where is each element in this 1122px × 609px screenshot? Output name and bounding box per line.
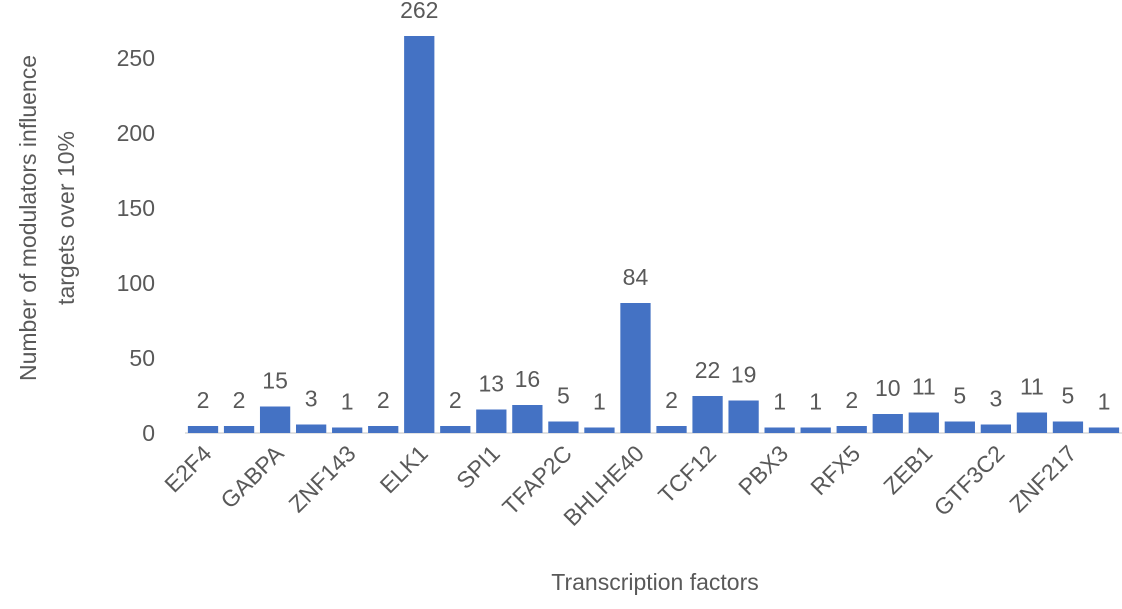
x-axis-title: Transcription factors <box>551 569 759 595</box>
x-tick-label: TCF12 <box>653 440 721 508</box>
y-axis-title: Number of modulators influence <box>15 55 41 381</box>
bar <box>548 421 579 433</box>
x-tick-label: RFX5 <box>805 440 865 500</box>
bar <box>980 424 1012 433</box>
value-label: 1 <box>809 389 822 415</box>
bar <box>944 421 975 433</box>
x-tick-label: PBX3 <box>733 440 793 500</box>
bar <box>1052 421 1084 433</box>
x-tick-label: ELK1 <box>375 440 433 498</box>
bar <box>800 427 831 433</box>
bar <box>404 36 435 433</box>
value-label: 2 <box>233 387 246 413</box>
bar <box>836 426 867 433</box>
value-label: 19 <box>731 362 757 388</box>
bar <box>295 424 327 433</box>
value-label: 16 <box>515 366 541 392</box>
value-label: 1 <box>341 389 354 415</box>
value-label: 2 <box>449 387 462 413</box>
y-tick-label: 200 <box>117 120 155 146</box>
x-tick-label: ZNF143 <box>284 440 361 517</box>
x-tick-label: SPI1 <box>451 440 505 494</box>
value-label: 11 <box>1020 374 1044 400</box>
value-label: 2 <box>845 387 858 413</box>
bar <box>620 303 651 433</box>
x-tick-label: GTF3C2 <box>929 440 1010 521</box>
value-label: 22 <box>695 357 721 383</box>
bar <box>656 426 687 433</box>
x-tick-label: E2F4 <box>159 440 216 497</box>
y-axis-title: targets over 10% <box>53 131 79 305</box>
bar <box>764 427 795 433</box>
bar <box>872 414 903 433</box>
x-tick-label: GABPA <box>215 440 289 514</box>
value-label: 5 <box>953 383 966 409</box>
y-tick-label: 100 <box>117 270 155 296</box>
value-label: 13 <box>479 371 505 397</box>
bar <box>908 412 939 433</box>
value-label: 5 <box>557 383 570 409</box>
bar <box>692 396 723 433</box>
bar <box>332 427 363 433</box>
bar <box>728 400 759 433</box>
value-label: 1 <box>773 389 786 415</box>
bar <box>584 427 615 433</box>
bar <box>223 426 255 433</box>
value-label: 5 <box>1062 383 1075 409</box>
value-label: 84 <box>623 264 649 290</box>
y-tick-label: 0 <box>142 420 155 446</box>
y-tick-label: 150 <box>117 195 155 221</box>
value-label: 1 <box>1098 389 1111 415</box>
x-tick-label: ZEB1 <box>878 440 937 499</box>
value-label: 2 <box>197 387 210 413</box>
value-label: 3 <box>305 386 318 412</box>
bar <box>187 426 219 433</box>
bar <box>440 426 471 433</box>
y-tick-label: 50 <box>129 345 155 371</box>
bar <box>512 405 543 433</box>
value-label: 2 <box>377 387 390 413</box>
bar <box>1088 427 1120 433</box>
bar <box>259 406 291 433</box>
value-label: 3 <box>989 386 1002 412</box>
value-label: 2 <box>665 387 678 413</box>
bar <box>476 409 507 433</box>
value-label: 11 <box>912 374 936 400</box>
value-label: 1 <box>593 389 606 415</box>
bar <box>1016 412 1048 433</box>
value-label: 15 <box>262 368 288 394</box>
bar <box>368 426 399 433</box>
x-tick-label: ZNF217 <box>1004 440 1081 517</box>
value-label: 10 <box>875 375 901 401</box>
y-tick-label: 250 <box>117 45 155 71</box>
value-label: 262 <box>400 0 438 23</box>
